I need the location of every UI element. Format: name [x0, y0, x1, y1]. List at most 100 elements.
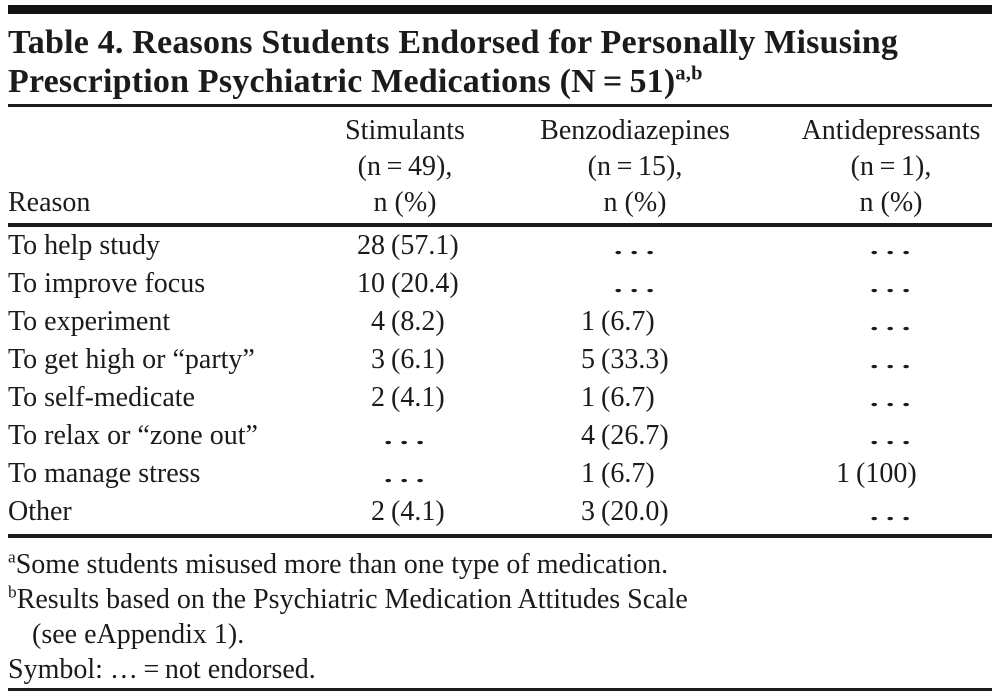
table-title: Table 4. Reasons Students Endorsed for P…: [8, 23, 992, 101]
reason-cell: To manage stress: [8, 458, 201, 489]
stimulants-cell: …: [330, 417, 480, 455]
percent-value: (20.0): [601, 496, 669, 527]
table-row: To self-medicate 2 (4.1) 1 (6.7) …: [8, 379, 992, 417]
benzodiazepines-header-name: Benzodiazepines: [540, 115, 730, 146]
stimulants-header-unit: n (%): [373, 187, 437, 218]
count-value: 1: [581, 382, 595, 413]
percent-value: (100): [856, 458, 917, 489]
antidepressants-cell: …: [790, 341, 992, 379]
reason-cell: To relax or “zone out”: [8, 420, 258, 451]
bottom-rule: [8, 688, 992, 691]
footnote-b-marker: b: [8, 582, 17, 602]
footnote-symbol: Symbol: … = not endorsed.: [8, 654, 316, 685]
not-endorsed-dots: …: [380, 458, 430, 489]
stimulants-column-header: Stimulants (n = 49), n (%): [330, 113, 480, 221]
header-rule: [8, 223, 992, 227]
percent-value: (33.3): [601, 344, 669, 375]
table-body: To help study 28 (57.1) … … To improve f…: [8, 227, 992, 531]
stimulants-cell: 4 (8.2): [330, 303, 480, 341]
table-title-line2: Prescription Psychiatric Medications (N …: [8, 62, 992, 101]
reason-cell: To get high or “party”: [8, 344, 255, 375]
not-endorsed-dots: …: [610, 230, 660, 261]
table-bottom-rule: [8, 534, 992, 538]
table-row: To manage stress … 1 (6.7) 1 (100): [8, 455, 992, 493]
percent-value: (26.7): [601, 420, 669, 451]
table-row: To get high or “party” 3 (6.1) 5 (33.3) …: [8, 341, 992, 379]
not-endorsed-dots: …: [380, 420, 430, 451]
reason-cell: Other: [8, 496, 72, 527]
reason-cell: To self-medicate: [8, 382, 195, 413]
benzodiazepines-cell: 1 (6.7): [480, 303, 790, 341]
benzodiazepines-cell: 1 (6.7): [480, 455, 790, 493]
not-endorsed-dots: …: [610, 268, 660, 299]
antidepressants-header-name: Antidepressants: [801, 115, 981, 146]
not-endorsed-dots: …: [866, 420, 916, 451]
stimulants-cell: …: [330, 455, 480, 493]
not-endorsed-dots: …: [866, 344, 916, 375]
top-black-bar: [8, 5, 992, 14]
title-superscript: a,b: [675, 62, 703, 85]
count-value: 2: [371, 382, 385, 413]
percent-value: (20.4): [391, 268, 459, 299]
antidepressants-cell: 1 (100): [790, 455, 992, 493]
table-row: To relax or “zone out” … 4 (26.7) …: [8, 417, 992, 455]
benzodiazepines-cell: 4 (26.7): [480, 417, 790, 455]
antidepressants-cell: …: [790, 303, 992, 341]
stimulants-cell: 2 (4.1): [330, 379, 480, 417]
count-value: 1: [581, 458, 595, 489]
column-headers: Reason Stimulants (n = 49), n (%) Benzod…: [8, 107, 992, 221]
count-value: 4: [581, 420, 595, 451]
footnote-a-marker: a: [8, 547, 16, 567]
footnote-a-text: Some students misused more than one type…: [15, 549, 669, 580]
not-endorsed-dots: …: [866, 306, 916, 337]
stimulants-cell: 3 (6.1): [330, 341, 480, 379]
stimulants-cell: 2 (4.1): [330, 493, 480, 531]
table-title-line1: Table 4. Reasons Students Endorsed for P…: [8, 24, 899, 61]
reason-cell: To experiment: [8, 306, 171, 337]
not-endorsed-dots: …: [866, 382, 916, 413]
reason-cell: To help study: [8, 230, 161, 261]
benzodiazepines-cell: …: [480, 265, 790, 303]
percent-value: (57.1): [391, 230, 459, 261]
table-row: To improve focus 10 (20.4) … …: [8, 265, 992, 303]
count-value: 3: [581, 496, 595, 527]
benzodiazepines-cell: 1 (6.7): [480, 379, 790, 417]
footnotes: aSome students misused more than one typ…: [8, 547, 992, 687]
not-endorsed-dots: …: [866, 268, 916, 299]
count-value: 1: [836, 458, 850, 489]
reason-column-header: Reason: [8, 187, 91, 218]
count-value: 2: [371, 496, 385, 527]
footnote-b: bResults based on the Psychiatric Medica…: [8, 582, 992, 617]
percent-value: (8.2): [391, 306, 445, 337]
footnote-b-text: Results based on the Psychiatric Medicat…: [16, 584, 688, 615]
table-row: Other 2 (4.1) 3 (20.0) …: [8, 493, 992, 531]
footnote-b-continuation: (see eAppendix 1).: [32, 619, 245, 650]
antidepressants-cell: …: [790, 265, 992, 303]
benzodiazepines-header-unit: n (%): [603, 187, 667, 218]
benzodiazepines-column-header: Benzodiazepines (n = 15), n (%): [480, 113, 790, 221]
count-value: 10: [357, 268, 385, 299]
count-value: 28: [357, 230, 385, 261]
not-endorsed-dots: …: [866, 230, 916, 261]
count-value: 4: [371, 306, 385, 337]
antidepressants-header-n: (n = 1),: [850, 151, 932, 182]
percent-value: (6.7): [601, 306, 655, 337]
reason-cell: To improve focus: [8, 268, 206, 299]
antidepressants-cell: …: [790, 227, 992, 265]
percent-value: (4.1): [391, 382, 445, 413]
percent-value: (6.7): [601, 458, 655, 489]
stimulants-header-n: (n = 49),: [357, 151, 453, 182]
stimulants-cell: 28 (57.1): [330, 227, 480, 265]
benzodiazepines-cell: …: [480, 227, 790, 265]
stimulants-cell: 10 (20.4): [330, 265, 480, 303]
antidepressants-cell: …: [790, 493, 992, 531]
table-row: To help study 28 (57.1) … …: [8, 227, 992, 265]
antidepressants-column-header: Antidepressants (n = 1), n (%): [790, 113, 992, 221]
percent-value: (4.1): [391, 496, 445, 527]
title-rule: [8, 104, 992, 107]
footnote-a: aSome students misused more than one typ…: [8, 547, 992, 582]
table-row: To experiment 4 (8.2) 1 (6.7) …: [8, 303, 992, 341]
antidepressants-header-unit: n (%): [859, 187, 923, 218]
count-value: 3: [371, 344, 385, 375]
benzodiazepines-cell: 5 (33.3): [480, 341, 790, 379]
